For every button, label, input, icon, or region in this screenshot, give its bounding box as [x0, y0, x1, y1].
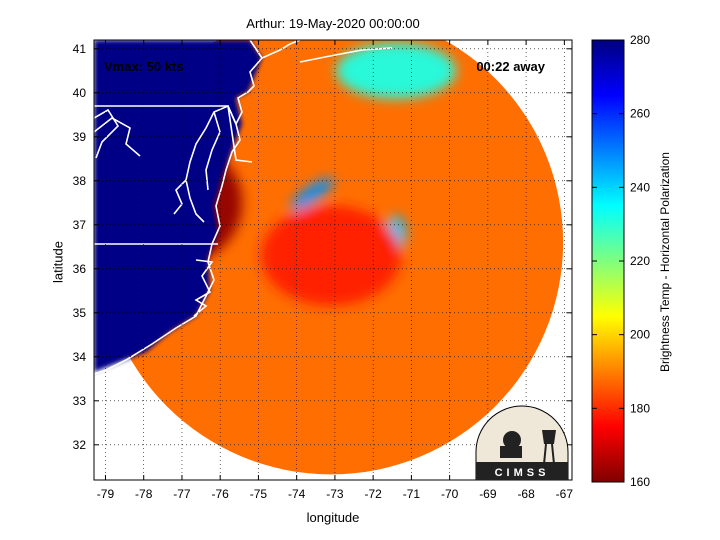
x-tick-label: -76: [212, 487, 230, 501]
land-area: [94, 40, 262, 372]
y-tick-label: 39: [73, 130, 87, 144]
axes-frame: [93, 39, 573, 481]
colorbar-tick-label: 220: [630, 254, 650, 268]
colorbar-label: Brightness Temp - Horizontal Polarizatio…: [658, 152, 672, 372]
coastlines: [94, 40, 393, 375]
y-tick-label: 37: [73, 218, 87, 232]
y-tick-label: 35: [73, 306, 87, 320]
swath-layer: [94, 40, 564, 475]
chart-title: Arthur: 19-May-2020 00:00:00: [246, 16, 420, 31]
x-tick-label: -78: [135, 487, 153, 501]
swath-feature: [261, 205, 402, 306]
colorbar-tick-label: 240: [630, 180, 650, 194]
x-tick-label: -79: [97, 487, 115, 501]
time-away-annotation: 00:22 away: [476, 59, 545, 74]
y-tick-label: 34: [73, 350, 87, 364]
grid-lines: [94, 40, 572, 480]
x-tick-label: -71: [403, 487, 421, 501]
y-axis: 32 33 34 35 36 37 38 39 40 41: [73, 42, 572, 452]
y-tick-label: 33: [73, 394, 87, 408]
x-tick-label: -75: [250, 487, 268, 501]
y-axis-label: latitude: [50, 241, 66, 283]
y-tick-label: 41: [73, 42, 87, 56]
y-tick-label: 36: [73, 262, 87, 276]
x-axis: -79 -78 -77 -76 -75 -74 -73 -72 -71 -70 -69 -68 -67: [97, 40, 574, 501]
colorbar-ticks: 160 180 200 220 240 260 280: [592, 33, 650, 489]
y-tick-label: 32: [73, 438, 87, 452]
swath-feature: [290, 177, 334, 211]
colorbar-tick-label: 160: [630, 475, 650, 489]
vmax-annotation: Vmax: 50 kts: [104, 59, 184, 74]
x-tick-label: -72: [364, 487, 382, 501]
cimss-logo: CIMSS: [475, 405, 569, 481]
colorbar-tick-label: 200: [630, 328, 650, 342]
x-tick-label: -74: [288, 487, 306, 501]
x-tick-label: -69: [479, 487, 497, 501]
colorbar-tick-label: 280: [630, 33, 650, 47]
colorbar-tick-label: 260: [630, 107, 650, 121]
x-tick-label: -67: [556, 487, 574, 501]
swath-feature: [336, 42, 457, 99]
x-tick-label: -77: [173, 487, 191, 501]
x-tick-label: -70: [441, 487, 459, 501]
y-tick-label: 38: [73, 174, 87, 188]
y-tick-label: 40: [73, 86, 87, 100]
x-tick-label: -68: [517, 487, 535, 501]
colorbar-tick-label: 180: [630, 401, 650, 415]
cimss-logo-text: CIMSS: [495, 467, 550, 479]
x-axis-label: longitude: [306, 510, 360, 525]
x-tick-label: -73: [326, 487, 344, 501]
